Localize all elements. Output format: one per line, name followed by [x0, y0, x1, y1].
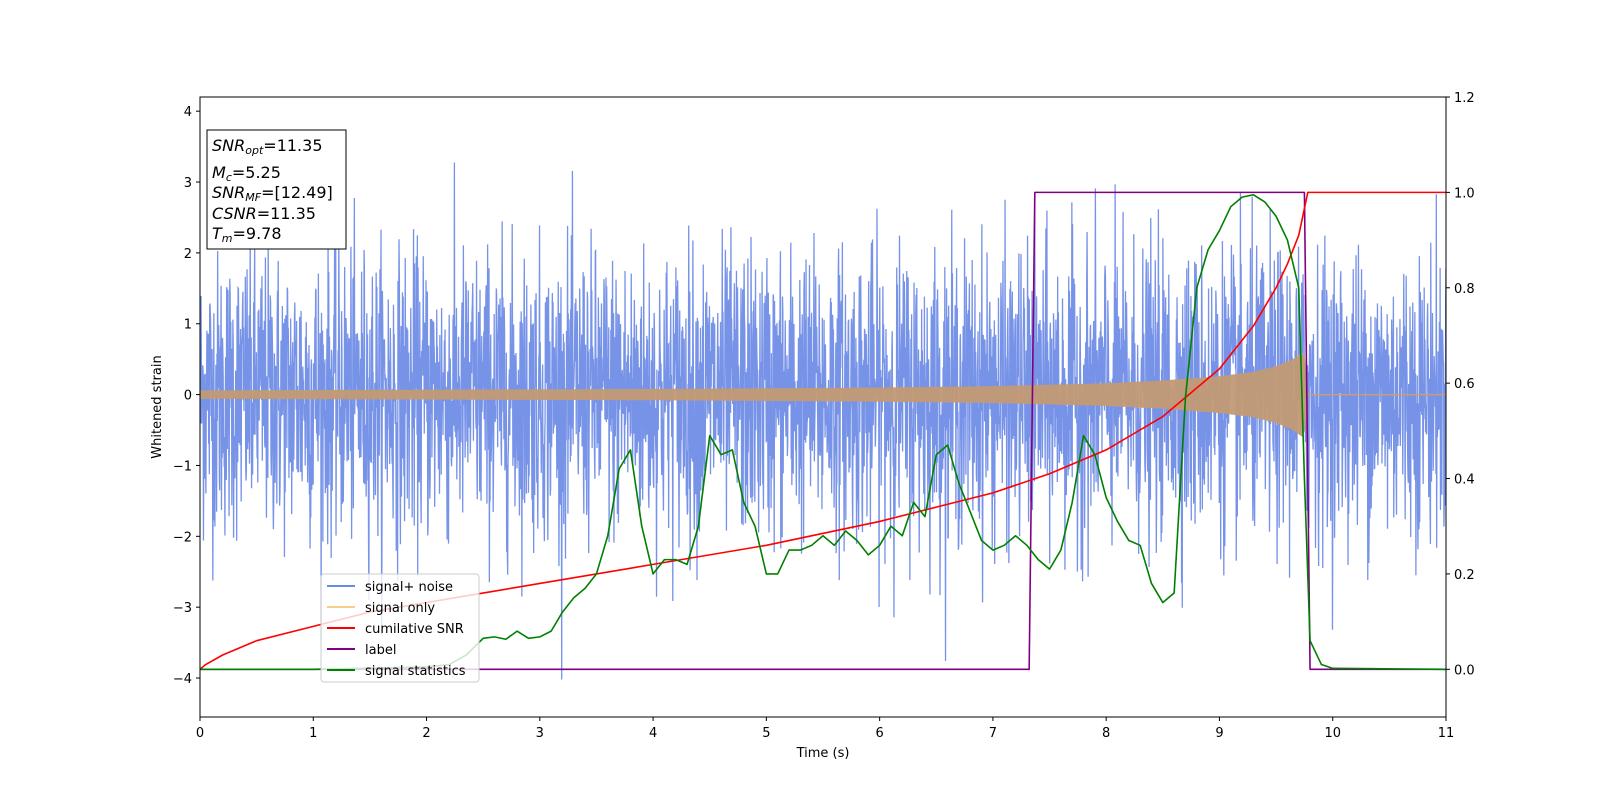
x-tick-label: 0 [196, 726, 204, 741]
x-tick-label: 9 [1215, 726, 1223, 741]
y-left-tick-label: 1 [184, 318, 192, 333]
series-cumulative-snr [200, 191, 1446, 670]
legend-label: signal+ noise [365, 580, 453, 595]
ticks-layer: 0 1 2 3 4 5 6 7 8 9 10 11 −4 −3 −2 −1 0 1 2 3 4 0.0 0.2 0.4 0.6 0… [173, 91, 1475, 741]
x-tick-label: 10 [1324, 726, 1341, 741]
annotation-snr-opt: SNRopt=11.35 [212, 136, 323, 157]
annotation-mc: Mc=5.25 [212, 163, 281, 184]
x-tick-label: 8 [1102, 726, 1110, 741]
plot-frame [199, 96, 1447, 718]
y-left-tick-label: −3 [173, 601, 192, 616]
y-right-tick-label: 0.4 [1454, 473, 1475, 488]
series-label [200, 191, 1446, 671]
y-left-tick-label: −2 [173, 530, 192, 545]
y-left-tick-label: −1 [173, 459, 192, 474]
y-left-tick-label: 2 [184, 247, 192, 262]
series-layer [200, 162, 1446, 680]
legend-label: cumilative SNR [365, 622, 464, 637]
x-tick-label: 11 [1438, 726, 1455, 741]
y-left-tick-label: −4 [173, 672, 192, 687]
x-tick-label: 6 [875, 726, 883, 741]
y-left-tick-label: 3 [184, 176, 192, 191]
legend-label: label [365, 643, 396, 658]
x-tick-label: 1 [309, 726, 317, 741]
x-tick-label: 4 [649, 726, 657, 741]
x-tick-label: 5 [762, 726, 770, 741]
annotation-csnr: CSNR=11.35 [212, 204, 316, 223]
y-left-tick-label: 0 [184, 389, 192, 404]
legend-frame [320, 573, 480, 683]
y-right-tick-label: 0.0 [1454, 663, 1475, 678]
x-tick-label: 3 [536, 726, 544, 741]
x-tick-label: 7 [989, 726, 997, 741]
y-right-tick-label: 1.2 [1454, 91, 1475, 106]
legend-items: signal+ noise signal only cumilative SNR la… [327, 580, 466, 679]
annotation-tm: Tm=9.78 [212, 224, 282, 245]
legend: signal+ noise signal only cumilative SNR la… [320, 573, 480, 683]
series-signal-noise [200, 162, 1446, 680]
series-signal-only [200, 352, 1308, 437]
annotation-frame [206, 129, 347, 250]
x-tick-label: 2 [422, 726, 430, 741]
y-right-tick-label: 0.2 [1454, 568, 1475, 583]
y-right-tick-label: 0.8 [1454, 282, 1475, 297]
legend-label: signal statistics [365, 664, 466, 679]
y-axis-label: Whitened strain [150, 355, 165, 458]
y-right-tick-label: 0.6 [1454, 377, 1475, 392]
y-right-tick-label: 1.0 [1454, 186, 1475, 201]
series-signal-statistics [200, 193, 1446, 671]
x-axis-label: Time (s) [796, 746, 850, 761]
y-left-tick-label: 4 [184, 105, 192, 120]
annotation-box: SNRopt=11.35 Mc=5.25 SNRMF=[12.49] CSNR=… [206, 129, 347, 250]
annotation-snr-mf: SNRMF=[12.49] [212, 183, 333, 204]
legend-label: signal only [365, 601, 435, 616]
